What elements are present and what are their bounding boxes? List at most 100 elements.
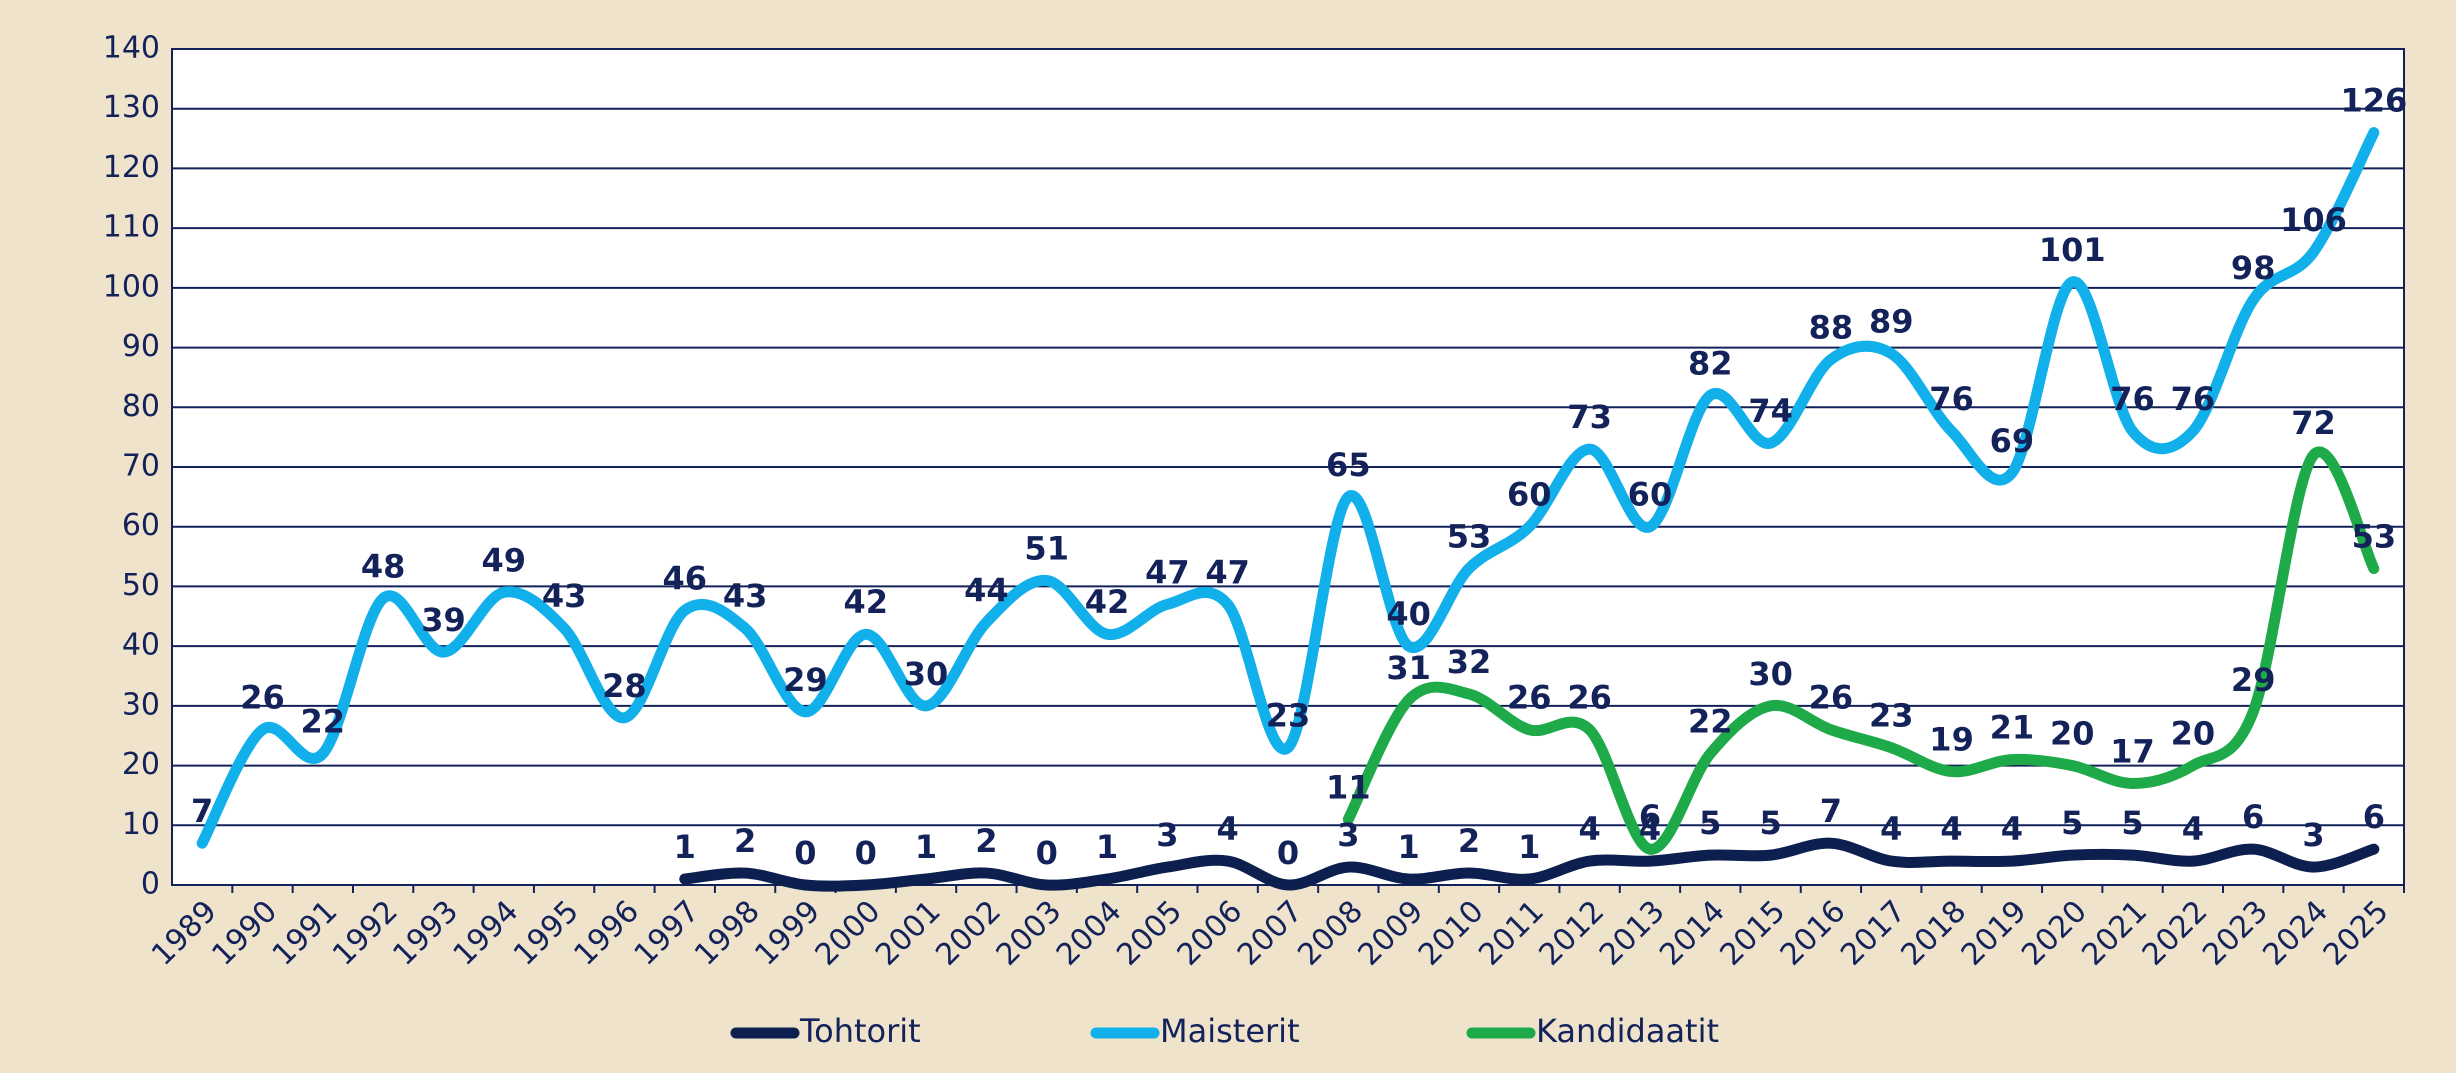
data-label: 4 <box>2182 810 2204 848</box>
legend-label: Maisterit <box>1160 1012 1300 1050</box>
data-label: 19 <box>1929 721 1974 759</box>
data-label: 1 <box>1518 828 1540 866</box>
data-label: 2 <box>734 822 756 860</box>
data-label: 89 <box>1869 303 1914 341</box>
data-label: 88 <box>1809 309 1854 347</box>
data-label: 22 <box>301 703 346 741</box>
data-label: 31 <box>1386 649 1431 687</box>
y-tick-label: 110 <box>103 210 160 245</box>
data-label: 4 <box>1217 810 1239 848</box>
data-label: 65 <box>1326 446 1371 484</box>
y-tick-label: 40 <box>122 628 160 663</box>
y-tick-label: 60 <box>122 508 160 543</box>
y-tick-label: 140 <box>103 31 160 66</box>
data-label: 0 <box>1277 834 1299 872</box>
data-label: 26 <box>1567 679 1612 717</box>
data-label: 6 <box>2242 798 2264 836</box>
data-label: 98 <box>2231 249 2276 287</box>
data-label: 46 <box>662 559 707 597</box>
data-label: 32 <box>1447 643 1492 681</box>
y-tick-label: 50 <box>122 568 160 603</box>
data-label: 40 <box>1386 595 1431 633</box>
data-label: 23 <box>1266 697 1311 735</box>
data-label: 4 <box>1880 810 1902 848</box>
data-label: 5 <box>2121 804 2143 842</box>
data-label: 26 <box>1507 679 1552 717</box>
data-label: 5 <box>1699 804 1721 842</box>
data-label: 106 <box>2280 201 2347 239</box>
data-label: 73 <box>1567 398 1612 436</box>
data-label: 23 <box>1869 697 1914 735</box>
data-label: 76 <box>2171 380 2216 418</box>
data-label: 1 <box>1398 828 1420 866</box>
data-label: 72 <box>2291 404 2336 442</box>
data-label: 48 <box>361 547 406 585</box>
data-label: 43 <box>723 577 768 615</box>
y-tick-label: 20 <box>122 747 160 782</box>
y-tick-label: 0 <box>141 867 160 902</box>
data-label: 2 <box>975 822 997 860</box>
data-label: 30 <box>1748 655 1793 693</box>
data-label: 20 <box>2171 715 2216 753</box>
data-label: 1 <box>1096 828 1118 866</box>
y-tick-label: 130 <box>103 90 160 125</box>
data-label: 4 <box>1639 810 1661 848</box>
data-label: 74 <box>1748 392 1793 430</box>
legend-label: Tohtorit <box>799 1012 921 1050</box>
data-label: 3 <box>2302 816 2324 854</box>
data-label: 0 <box>1036 834 1058 872</box>
data-label: 60 <box>1507 476 1552 514</box>
y-tick-label: 90 <box>122 329 160 364</box>
data-label: 1 <box>674 828 696 866</box>
data-label: 4 <box>1940 810 1962 848</box>
series-line <box>1342 446 2380 855</box>
data-label: 101 <box>2039 231 2106 269</box>
y-tick-label: 80 <box>122 389 160 424</box>
data-label: 28 <box>602 667 647 705</box>
data-label: 47 <box>1205 553 1250 591</box>
data-label: 0 <box>794 834 816 872</box>
data-label: 53 <box>2352 518 2397 556</box>
data-label: 69 <box>1990 422 2035 460</box>
data-label: 4 <box>1578 810 1600 848</box>
data-label: 30 <box>904 655 949 693</box>
data-label: 0 <box>855 834 877 872</box>
data-label: 11 <box>1326 768 1371 806</box>
data-label: 53 <box>1447 518 1492 556</box>
data-label: 44 <box>964 571 1009 609</box>
data-label: 6 <box>1639 798 1661 836</box>
data-label: 51 <box>1024 529 1069 567</box>
data-label: 29 <box>2231 661 2276 699</box>
data-label: 39 <box>421 601 466 639</box>
data-label: 3 <box>1156 816 1178 854</box>
data-label: 21 <box>1990 709 2035 747</box>
data-label: 6 <box>2363 798 2385 836</box>
data-label: 5 <box>2061 804 2083 842</box>
data-label: 82 <box>1688 344 1733 382</box>
data-label: 26 <box>240 679 285 717</box>
y-tick-label: 30 <box>122 687 160 722</box>
data-label: 7 <box>191 792 213 830</box>
y-tick-label: 120 <box>103 150 160 185</box>
data-label: 2 <box>1458 822 1480 860</box>
data-label: 43 <box>542 577 587 615</box>
y-tick-label: 10 <box>122 807 160 842</box>
data-label: 5 <box>1759 804 1781 842</box>
series-line <box>679 837 2380 892</box>
data-label: 47 <box>1145 553 1190 591</box>
data-label: 17 <box>2110 732 2155 770</box>
data-label: 76 <box>1929 380 1974 418</box>
y-tick-label: 70 <box>122 449 160 484</box>
data-label: 3 <box>1337 816 1359 854</box>
data-label: 42 <box>1085 583 1130 621</box>
legend-label: Kandidaatit <box>1536 1012 1719 1050</box>
data-label: 26 <box>1809 679 1854 717</box>
data-label: 60 <box>1628 476 1673 514</box>
data-label: 22 <box>1688 703 1733 741</box>
data-label: 29 <box>783 661 828 699</box>
data-label: 76 <box>2110 380 2155 418</box>
y-tick-label: 100 <box>103 269 160 304</box>
data-label: 42 <box>843 583 888 621</box>
data-label: 49 <box>482 541 527 579</box>
